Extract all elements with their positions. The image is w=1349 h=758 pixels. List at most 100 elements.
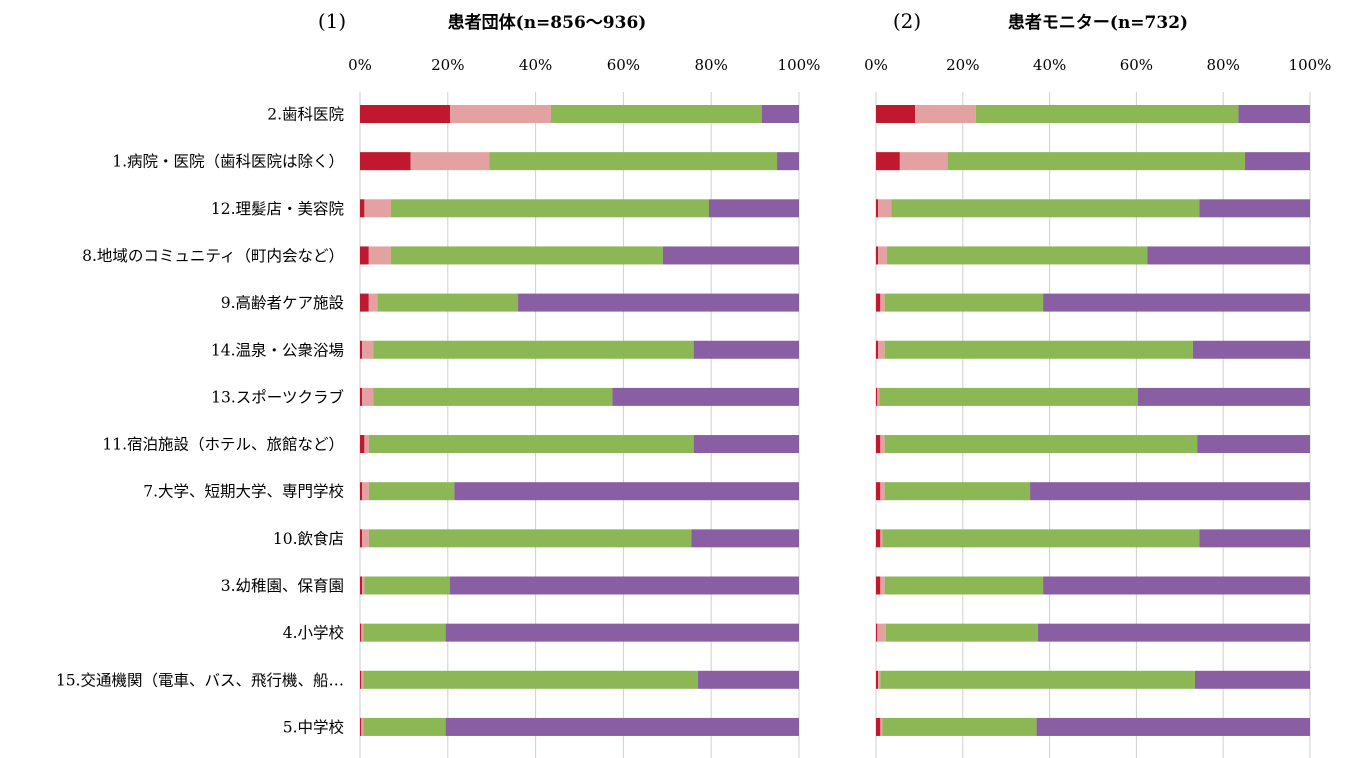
- category-label: 10.飲食店: [273, 530, 344, 548]
- category-label: 1.病院・医院（歯科医院は除く）: [112, 152, 344, 171]
- bar-segment: [364, 199, 391, 218]
- bar-segment: [360, 199, 365, 218]
- bar-segment: [878, 340, 885, 359]
- x-tick-label: 60%: [607, 56, 640, 74]
- bar-segment: [360, 152, 411, 171]
- bar-segment: [363, 717, 446, 736]
- bar-segment: [1199, 199, 1310, 218]
- bar-segment: [876, 529, 881, 548]
- bar-segment: [698, 670, 799, 689]
- category-label: 9.高齢者ケア施設: [221, 294, 344, 312]
- bar-segment: [360, 293, 369, 312]
- bar-segment: [884, 435, 1198, 454]
- bar-segment: [390, 199, 710, 218]
- bar-segment: [362, 576, 365, 595]
- bar-segment: [662, 246, 799, 265]
- chart-title: 患者モニター(n=732): [1008, 12, 1188, 33]
- bar-segment: [449, 105, 551, 123]
- gridlines: [359, 92, 800, 758]
- bar-segment: [884, 293, 1044, 312]
- bar-segment: [876, 340, 879, 359]
- bar-segment: [361, 623, 364, 642]
- bar-segment: [1030, 482, 1310, 501]
- bar-segment: [360, 529, 363, 548]
- bar-segment: [1037, 623, 1310, 642]
- bar-segment: [445, 717, 799, 736]
- bar-segment: [364, 576, 450, 595]
- bar-segment: [876, 387, 878, 406]
- chart-panel-patient-monitors: (2) 患者モニター(n=732) 0% 20% 40% 60% 80% 100%: [864, 9, 1331, 758]
- bar-segment: [777, 152, 799, 171]
- bar-segment: [360, 623, 362, 642]
- bar-segment: [693, 340, 799, 359]
- bar-segment: [1036, 717, 1310, 736]
- bar-segment: [360, 717, 362, 736]
- bar-segment: [373, 387, 613, 406]
- bar-segment: [612, 387, 799, 406]
- bar-segment: [880, 293, 885, 312]
- bar-segment: [390, 246, 663, 265]
- panel-label: (2): [893, 9, 921, 33]
- x-tick-label: 0%: [864, 56, 888, 74]
- bar-segment: [947, 152, 1245, 171]
- bar-segment: [975, 105, 1239, 123]
- x-tick-label: 20%: [946, 56, 979, 74]
- x-tick-label: 100%: [1289, 56, 1332, 74]
- bar-segment: [368, 293, 378, 312]
- bar-segment: [882, 717, 1037, 736]
- bar-segment: [368, 482, 455, 501]
- category-label: 15.交通機関（電車、バス、飛行機、船…: [56, 671, 344, 689]
- bar-segment: [876, 293, 881, 312]
- bar-segment: [360, 387, 363, 406]
- bar-segment: [880, 670, 1195, 689]
- bar-segment: [360, 105, 450, 123]
- bar-segment: [1238, 105, 1310, 123]
- bar-segment: [1043, 293, 1310, 312]
- bar-segment: [489, 152, 778, 171]
- x-tick-label: 80%: [1207, 56, 1240, 74]
- bar-segment: [876, 482, 881, 501]
- bar-segment: [1043, 576, 1310, 595]
- bar-segment: [691, 529, 799, 548]
- bar-segment: [360, 670, 362, 689]
- x-tick-label: 40%: [519, 56, 552, 74]
- category-label: 12.理髪店・美容院: [211, 199, 344, 218]
- bar-segment: [878, 199, 892, 218]
- bar-segment: [1244, 152, 1310, 171]
- bar-segment: [361, 670, 364, 689]
- bar-segment: [368, 435, 694, 454]
- bar-segment: [877, 387, 880, 406]
- bar-segment: [361, 717, 364, 736]
- panel-label: (1): [318, 9, 346, 33]
- x-axis-ticks: 0% 20% 40% 60% 80% 100%: [864, 56, 1331, 74]
- x-tick-label: 40%: [1033, 56, 1066, 74]
- category-label: 13.スポーツクラブ: [211, 387, 344, 406]
- bar-segment: [363, 670, 699, 689]
- bar-segment: [880, 717, 883, 736]
- bar-segment: [1192, 340, 1310, 359]
- bar-segment: [360, 246, 369, 265]
- bar-segment: [879, 387, 1138, 406]
- bar-segment: [884, 576, 1044, 595]
- x-axis-ticks: 0% 20% 40% 60% 80% 100%: [348, 56, 820, 74]
- bar-segment: [362, 387, 374, 406]
- bar-segment: [709, 199, 799, 218]
- bar-segment: [360, 482, 363, 501]
- x-tick-label: 20%: [431, 56, 464, 74]
- bar-segment: [878, 670, 881, 689]
- bar-segment: [876, 105, 916, 123]
- bar-segment: [693, 435, 799, 454]
- bar-segments: [876, 105, 1310, 736]
- bar-segment: [876, 576, 881, 595]
- bar-segment: [882, 529, 1200, 548]
- bar-segment: [363, 623, 446, 642]
- bar-segment: [878, 246, 887, 265]
- bar-segment: [1194, 670, 1310, 689]
- bar-segment: [445, 623, 799, 642]
- bar-segment: [877, 623, 886, 642]
- bar-segment: [362, 482, 369, 501]
- category-label: 3.幼稚園、保育園: [221, 577, 344, 595]
- bar-segment: [518, 293, 799, 312]
- chart-panel-patient-groups: (1) 患者団体(n=856～936) 0% 20% 40% 60% 80% 100% 2…: [56, 9, 820, 758]
- bar-segment: [880, 576, 885, 595]
